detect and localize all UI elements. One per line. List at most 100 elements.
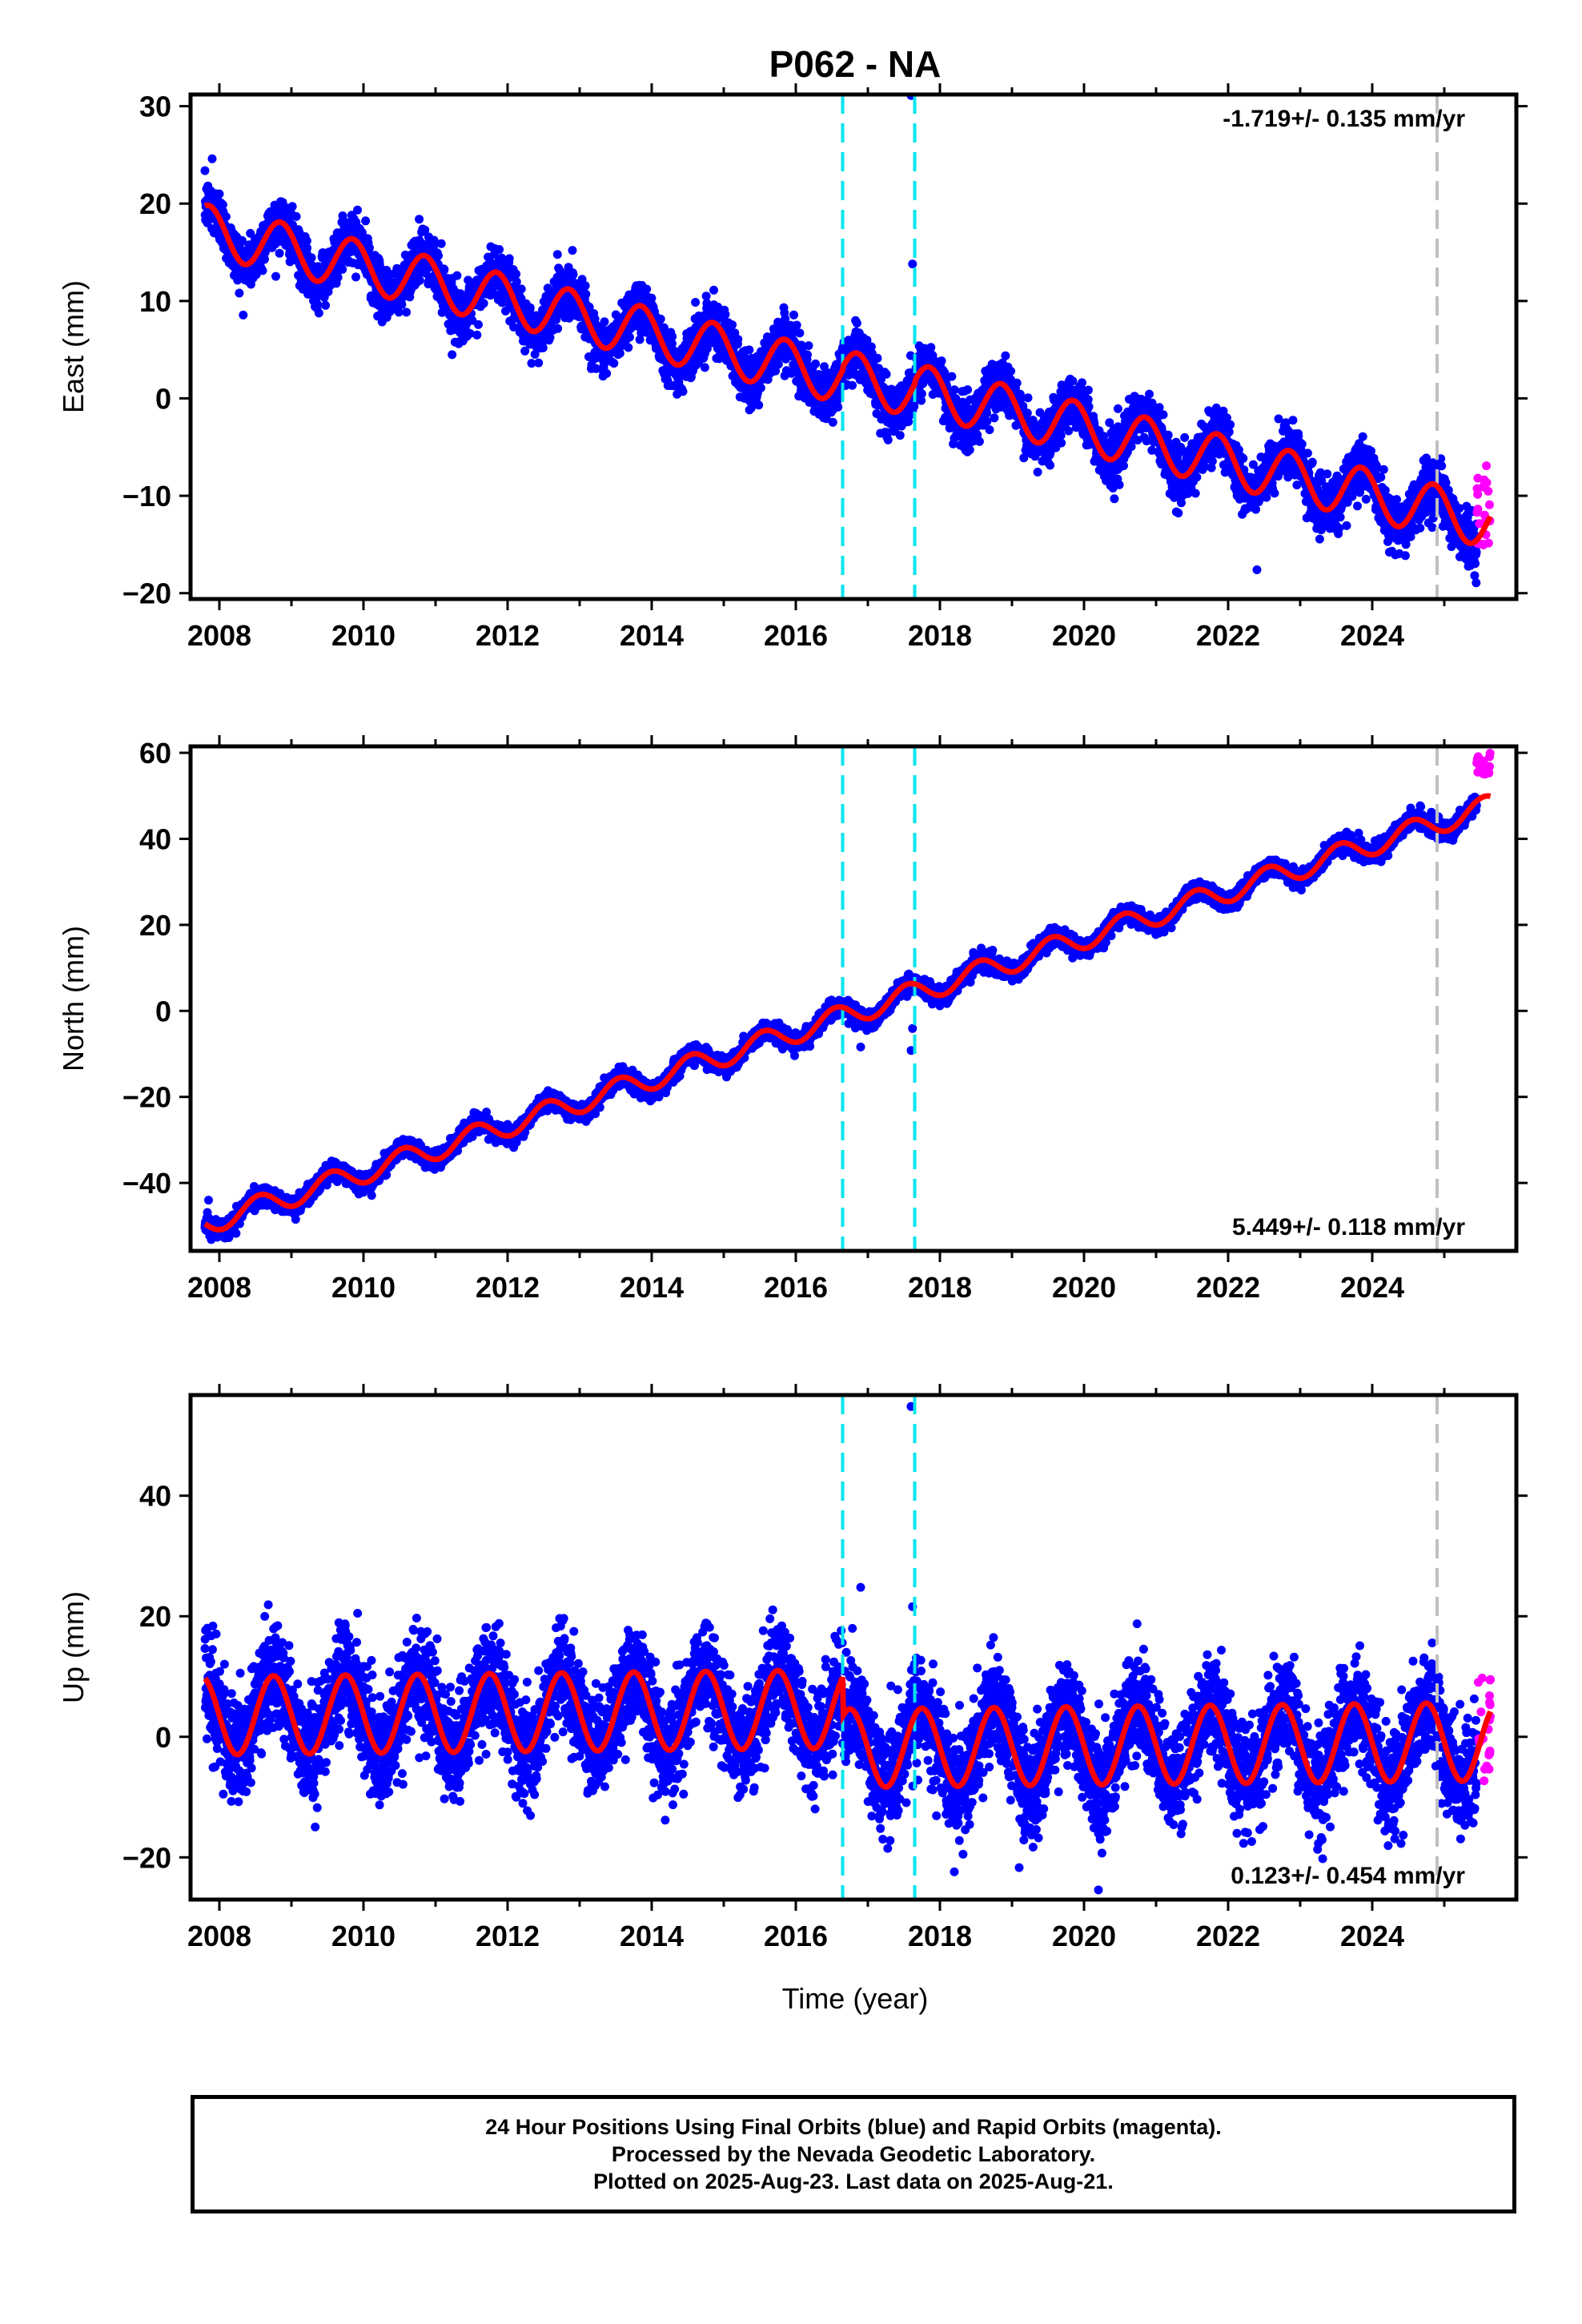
final-orbit-point <box>792 320 801 330</box>
figure-title: P062 - NA <box>769 43 942 85</box>
final-orbit-point <box>313 300 322 309</box>
final-orbit-point <box>307 253 316 263</box>
final-orbit-point <box>233 275 243 285</box>
final-orbit-point <box>873 353 882 363</box>
final-orbit-point <box>1033 468 1042 476</box>
final-orbit-point <box>538 343 548 352</box>
final-orbit-point <box>789 310 798 320</box>
final-orbit-point <box>512 269 521 279</box>
final-orbit-point <box>1084 402 1094 412</box>
final-orbit-point <box>756 383 765 392</box>
final-orbit-point <box>990 413 999 423</box>
final-orbit-point <box>656 314 665 324</box>
final-orbit-point <box>828 417 837 427</box>
final-orbit-point <box>552 250 562 259</box>
final-orbit-point <box>271 271 280 281</box>
final-orbit-point <box>1113 404 1122 413</box>
final-orbit-point <box>600 317 609 327</box>
final-orbit-point <box>1158 410 1168 420</box>
final-orbit-point <box>804 341 813 351</box>
final-orbit-point <box>258 266 267 275</box>
final-orbit-point <box>361 216 371 226</box>
final-orbit-point <box>947 372 957 381</box>
final-orbit-point <box>883 435 893 444</box>
final-orbit-point <box>353 205 362 215</box>
final-orbit-point <box>474 320 483 329</box>
final-orbit-point <box>895 431 905 440</box>
final-orbit-point <box>1019 453 1029 463</box>
final-orbit-point <box>982 408 991 418</box>
final-orbit-point <box>568 270 578 279</box>
final-orbit-point <box>351 272 360 282</box>
final-orbit-point <box>974 436 984 446</box>
final-orbit-point <box>1145 389 1154 399</box>
final-orbit-point <box>512 277 521 287</box>
final-orbit-point <box>773 360 783 369</box>
final-orbit-point <box>1006 367 1016 376</box>
final-orbit-point <box>448 350 457 360</box>
final-orbit-point <box>795 328 805 338</box>
final-orbit-point <box>452 271 462 280</box>
final-orbit-point <box>909 402 919 411</box>
final-orbit-point <box>235 288 244 298</box>
final-orbit-point <box>745 345 754 355</box>
final-orbit-point <box>811 359 821 368</box>
final-orbit-point <box>221 212 231 222</box>
final-orbit-point <box>1083 385 1093 395</box>
final-orbit-point <box>848 380 857 390</box>
final-orbit-point <box>415 215 424 224</box>
final-orbit-point <box>642 284 652 294</box>
final-orbit-point <box>733 335 743 344</box>
final-orbit-point <box>1022 408 1032 418</box>
final-orbit-point <box>314 308 323 318</box>
final-orbit-point <box>302 236 311 246</box>
final-orbit-point <box>985 425 994 435</box>
final-orbit-point <box>1056 431 1066 440</box>
final-orbit-point <box>239 310 248 320</box>
final-orbit-point <box>402 308 412 317</box>
final-orbit-point <box>285 257 295 267</box>
final-orbit-point <box>440 264 449 274</box>
final-orbit-point <box>852 319 861 328</box>
final-orbit-point <box>394 308 404 317</box>
final-orbit-point <box>678 387 688 396</box>
final-orbit-point <box>1023 393 1033 403</box>
final-orbit-point <box>1046 460 1055 470</box>
final-orbit-point <box>937 356 946 366</box>
final-orbit-point <box>338 264 347 274</box>
final-orbit-point <box>525 303 535 312</box>
final-orbit-point <box>1114 480 1124 489</box>
final-orbit-point <box>275 248 284 258</box>
final-orbit-point <box>259 255 269 264</box>
final-orbit-point <box>303 243 312 253</box>
final-orbit-point <box>1174 509 1183 518</box>
final-orbit-point <box>1068 376 1078 386</box>
final-orbit-point <box>926 343 936 352</box>
final-orbit-point <box>291 211 301 221</box>
final-orbit-point <box>881 369 891 379</box>
final-orbit-points <box>200 94 1481 588</box>
final-orbit-point <box>602 368 612 378</box>
final-orbit-point <box>237 235 247 245</box>
final-orbit-point <box>495 245 504 254</box>
final-orbit-point <box>709 285 718 295</box>
final-orbit-point <box>534 358 544 368</box>
final-orbit-point <box>472 330 482 340</box>
final-orbit-point <box>1177 498 1186 508</box>
final-orbit-point <box>950 385 959 395</box>
final-orbit-point <box>1001 351 1010 360</box>
final-orbit-point <box>580 281 590 291</box>
final-orbit-point <box>965 445 974 455</box>
final-orbit-point <box>287 202 297 211</box>
final-orbit-point <box>609 359 619 368</box>
final-orbit-point <box>365 243 374 252</box>
final-orbit-point <box>479 299 488 308</box>
final-orbit-point <box>415 275 424 285</box>
final-orbit-point <box>803 350 812 360</box>
final-orbit-point <box>1180 432 1190 442</box>
final-orbit-point <box>581 289 591 299</box>
final-orbit-point <box>465 329 475 338</box>
final-orbit-point <box>615 348 624 358</box>
final-orbit-point <box>200 166 210 175</box>
